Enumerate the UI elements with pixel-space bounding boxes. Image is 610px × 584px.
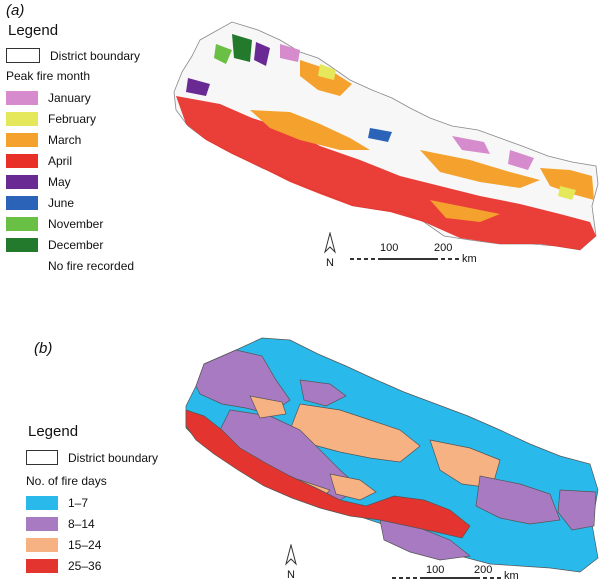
panel-a-legend-swatch	[6, 238, 38, 252]
panel-b-legend-label: 25–36	[68, 559, 102, 573]
panel-b-legend-label: 1–7	[68, 496, 89, 510]
boundary-label: District boundary	[68, 450, 159, 465]
panel-b-legend-swatch	[26, 496, 58, 510]
panel-a-north-label: N	[326, 257, 334, 269]
panel-b-legend-title: Legend	[28, 423, 79, 440]
panel-a-legend-label: December	[48, 238, 104, 252]
panel-a-legend-swatch	[6, 133, 38, 147]
panel-a-legend-swatch	[6, 217, 38, 231]
panel-a-legend-label: June	[48, 196, 75, 210]
panel-a-scale-unit: km	[462, 253, 477, 265]
panel-b-legend-swatch	[26, 559, 58, 573]
panel-a-legend-swatch	[6, 175, 38, 189]
panel-a-legend-swatch	[6, 154, 38, 168]
panel-b-legend-item: 1–7	[26, 496, 88, 510]
panel-b-label: (b)	[34, 340, 53, 357]
panel-b-north-arrow: N	[281, 543, 301, 581]
panel-a-legend-swatch	[6, 259, 38, 273]
north-arrow-icon	[324, 231, 336, 254]
panel-b-scale-end: 200	[474, 564, 493, 576]
panel-a-north-arrow: N	[320, 231, 340, 269]
panel-b-legend-label: 8–14	[68, 517, 95, 531]
panel-a-legend-label: No fire recorded	[48, 259, 135, 273]
panel-a-legend-item: November	[6, 217, 103, 231]
panel-a-legend-item: December	[6, 238, 103, 252]
panel-b-legend-swatch	[26, 517, 58, 531]
panel-b-north-label: N	[287, 569, 295, 581]
panel-b-legend-item: 15–24	[26, 538, 101, 552]
north-arrow-icon	[285, 543, 297, 566]
panel-b-scale-bar	[392, 577, 502, 579]
panel-a-legend-title: Legend	[8, 22, 59, 39]
panel-a-legend-swatch	[6, 112, 38, 126]
boundary-swatch	[26, 450, 58, 465]
panel-b-boundary-legend: District boundary	[26, 450, 158, 465]
panel-a-legend-subtitle: Peak fire month	[6, 69, 91, 83]
panel-b-scale-mid: 100	[426, 564, 445, 576]
panel-a-scale-end: 200	[434, 242, 453, 254]
panel-b-scale-unit: km	[504, 570, 519, 582]
panel-a-fire-regions	[176, 34, 596, 250]
panel-a-legend-label: November	[48, 217, 104, 231]
panel-a-label: (a)	[6, 2, 25, 19]
boundary-label: District boundary	[50, 48, 141, 63]
panel-b-legend-item: 8–14	[26, 517, 95, 531]
panel-b-legend-item: 25–36	[26, 559, 101, 573]
panel-b-legend-swatch	[26, 538, 58, 552]
panel-b-legend-label: 15–24	[68, 538, 102, 552]
panel-a-legend-swatch	[6, 196, 38, 210]
panel-a-scale-bar	[350, 258, 460, 260]
panel-a-boundary-legend: District boundary	[6, 48, 140, 63]
panel-a-legend-label: March	[48, 133, 82, 147]
panel-a-legend-label: May	[48, 175, 71, 189]
panel-a-legend-item: January	[6, 91, 91, 105]
panel-b-districts	[185, 337, 599, 573]
panel-a-legend-item: June	[6, 196, 74, 210]
boundary-swatch	[6, 48, 40, 63]
panel-a-legend-item: April	[6, 154, 72, 168]
panel-a-legend-item: No fire recorded	[6, 259, 134, 273]
panel-a-legend-label: January	[48, 91, 91, 105]
panel-a-legend-label: February	[48, 112, 97, 126]
panel-a-legend-label: April	[48, 154, 73, 168]
panel-a-legend-swatch	[6, 91, 38, 105]
panel-b-legend-subtitle: No. of fire days	[26, 474, 107, 488]
panel-a-legend-item: February	[6, 112, 96, 126]
panel-a-scale-mid: 100	[380, 242, 399, 254]
panel-a-legend-item: May	[6, 175, 71, 189]
panel-a-legend-item: March	[6, 133, 81, 147]
